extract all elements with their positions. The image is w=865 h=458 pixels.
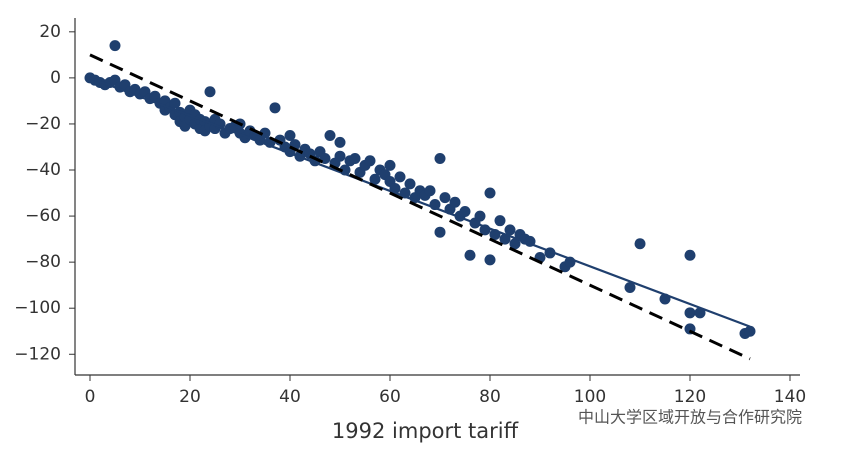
point — [474, 210, 486, 222]
y-tick-label: 20 — [39, 22, 61, 42]
point — [259, 127, 271, 139]
y-tick-label: −60 — [25, 206, 61, 226]
point — [424, 185, 436, 197]
point — [284, 129, 296, 141]
x-tick-label: 80 — [479, 387, 501, 407]
x-tick-label: 20 — [179, 387, 201, 407]
y-tick-label: −40 — [25, 160, 61, 180]
point — [504, 224, 516, 236]
point — [369, 173, 381, 185]
y-tick-label: −20 — [25, 114, 61, 134]
point — [169, 97, 181, 109]
point — [694, 307, 706, 319]
x-tick-label: 120 — [674, 387, 706, 407]
x-tick-label: 40 — [279, 387, 301, 407]
fit-line — [89, 76, 751, 328]
point — [464, 249, 476, 261]
point — [434, 152, 446, 164]
point — [204, 86, 216, 98]
point — [434, 226, 446, 238]
y-tick-label: −80 — [25, 252, 61, 272]
point — [384, 159, 396, 171]
x-tick-label: 0 — [85, 387, 96, 407]
point — [324, 129, 336, 141]
point — [449, 196, 461, 208]
point — [459, 205, 471, 217]
y-tick-label: 0 — [50, 68, 61, 88]
point — [684, 249, 696, 261]
x-axis-label: 1992 import tariff — [332, 419, 519, 443]
x-tick-label: 60 — [379, 387, 401, 407]
point — [394, 171, 406, 183]
point — [269, 102, 281, 114]
fit-line — [89, 53, 751, 361]
y-tick-label: −120 — [14, 344, 61, 364]
point — [484, 187, 496, 199]
point — [334, 150, 346, 162]
watermark: 中山大学区域开放与合作研究院 — [578, 408, 802, 427]
point — [404, 178, 416, 190]
y-tick-label: −100 — [14, 298, 61, 318]
point — [624, 281, 636, 293]
x-tick-label: 140 — [774, 387, 806, 407]
point — [494, 215, 506, 227]
point — [364, 155, 376, 167]
point — [334, 136, 346, 148]
point — [439, 192, 451, 204]
point — [634, 238, 646, 250]
point — [744, 325, 756, 337]
point — [109, 40, 121, 52]
point — [349, 152, 361, 164]
x-tick-label: 100 — [574, 387, 606, 407]
point — [509, 238, 521, 250]
point — [484, 254, 496, 266]
point — [684, 307, 696, 319]
